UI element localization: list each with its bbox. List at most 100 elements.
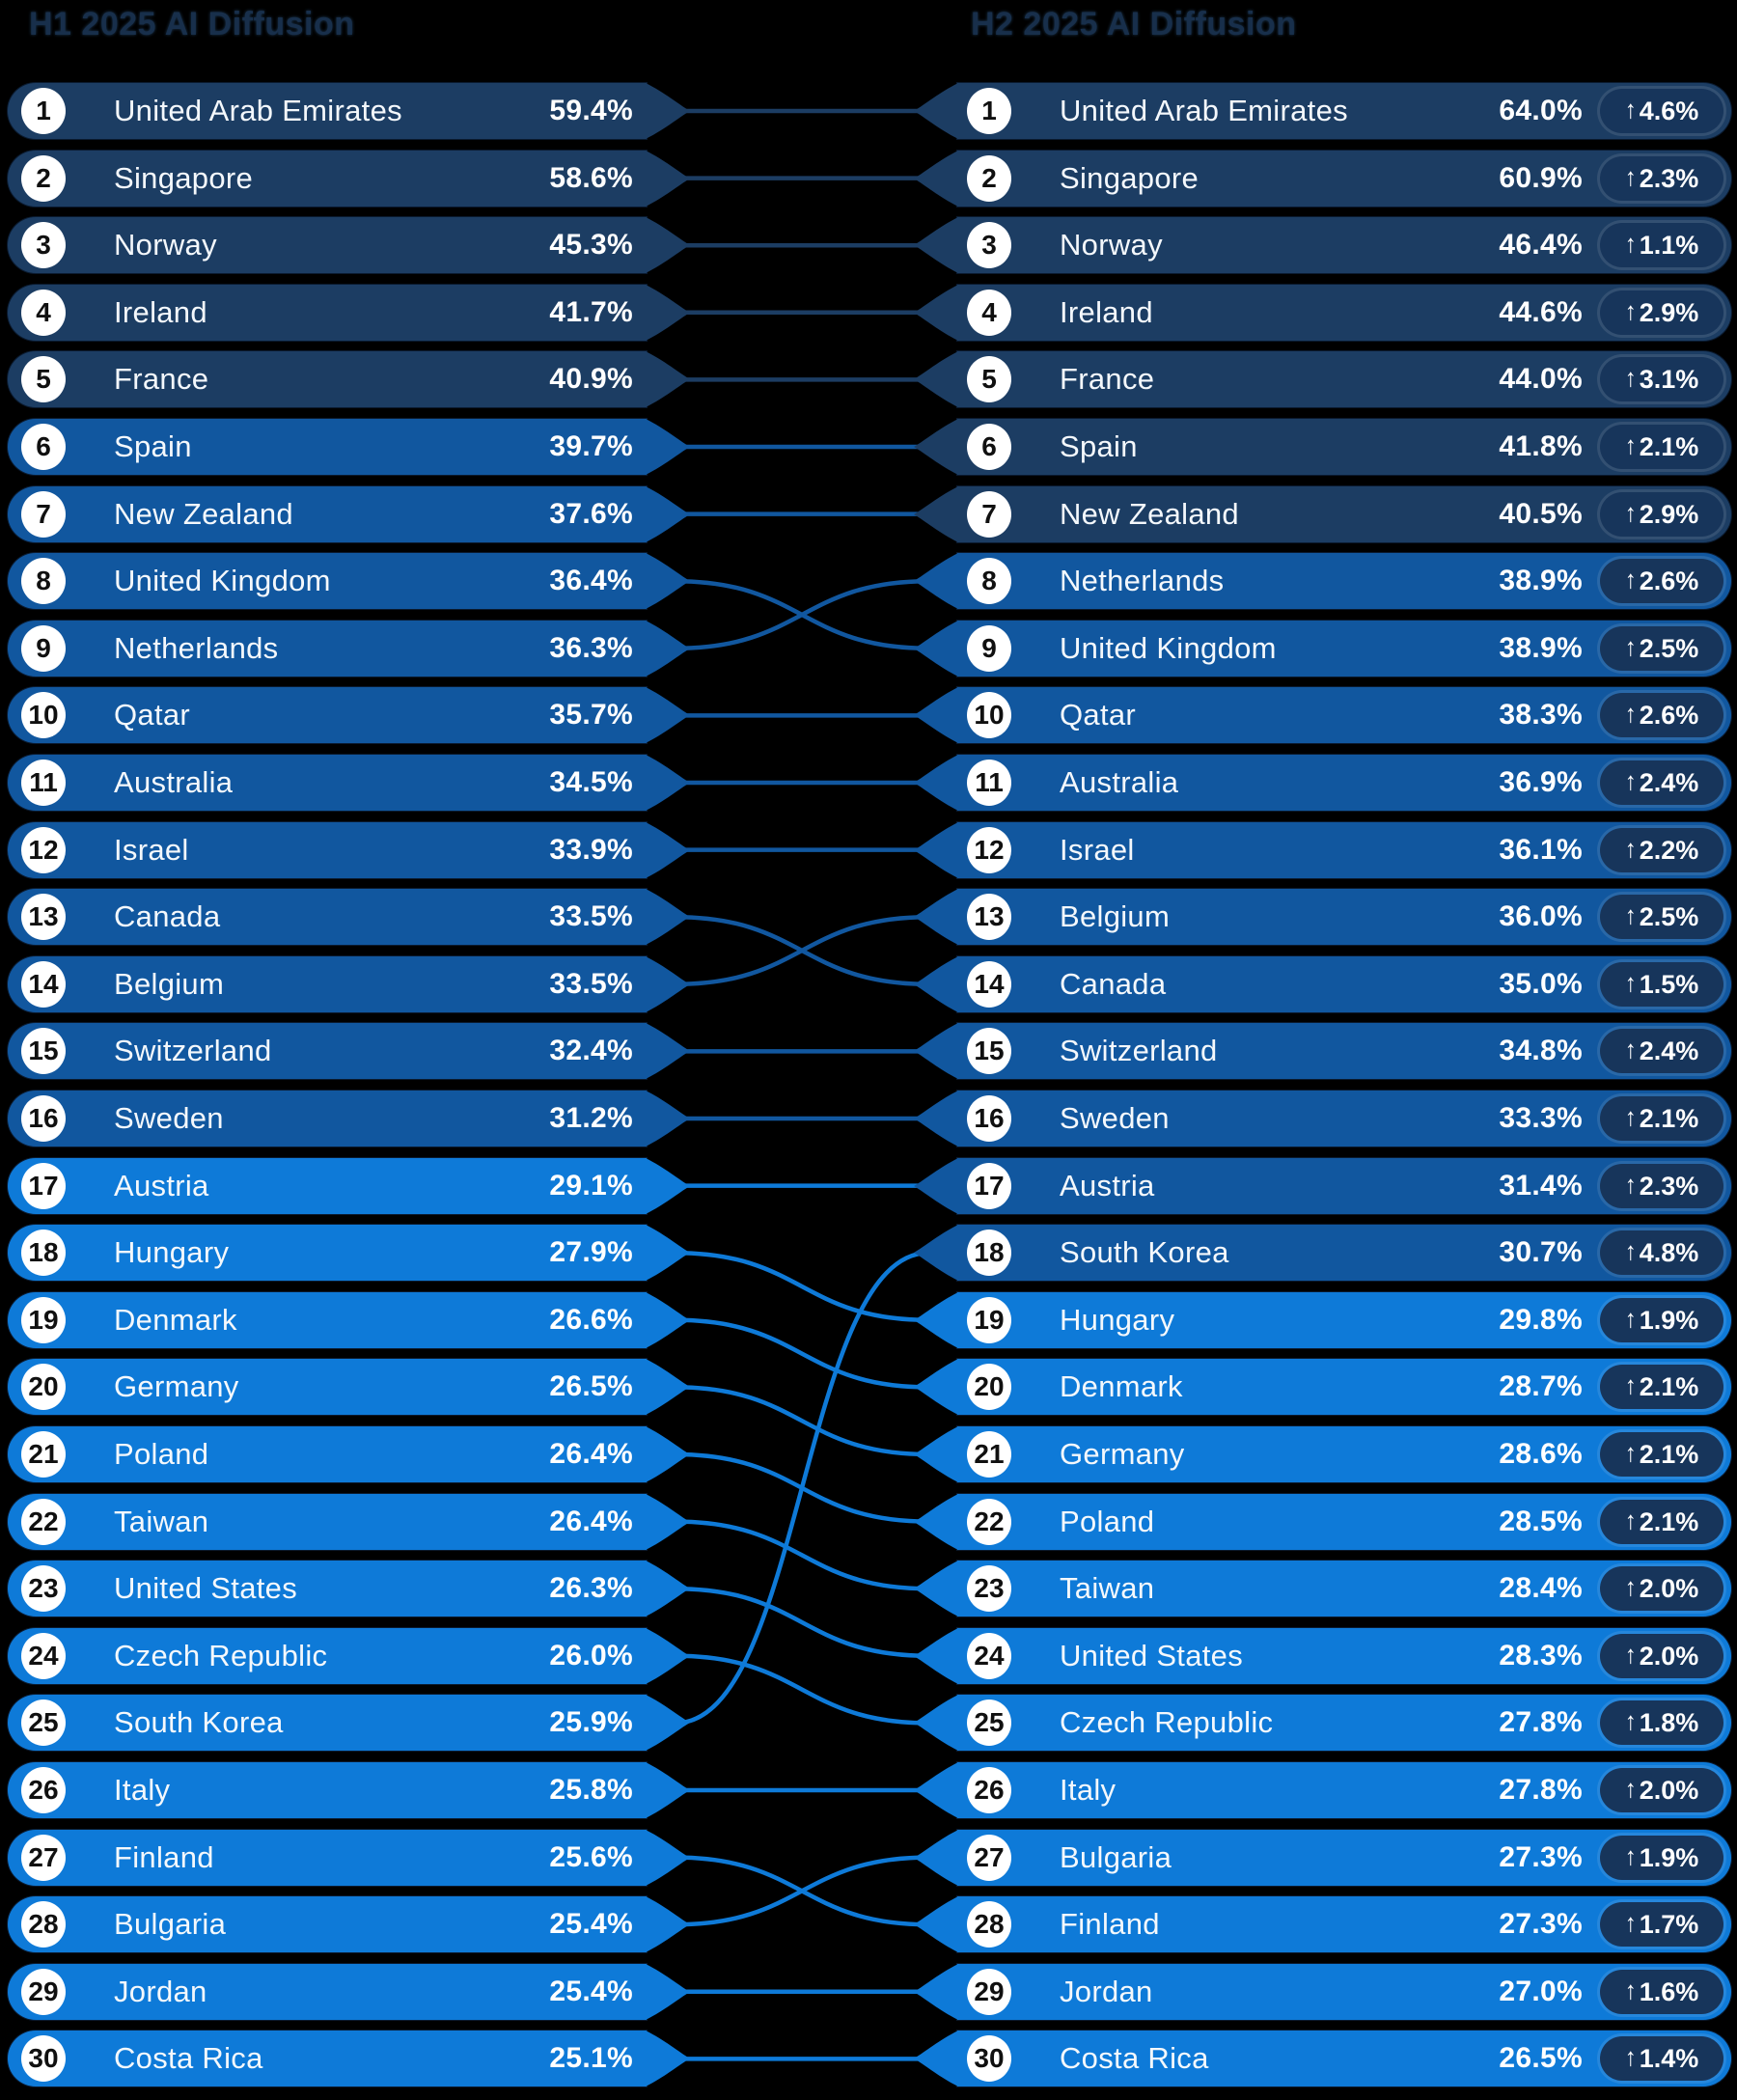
- value-label: 28.5%: [1499, 1506, 1583, 1538]
- country-label: Czech Republic: [114, 1639, 327, 1673]
- value-label: 26.5%: [549, 1370, 633, 1403]
- country-label: Jordan: [1060, 1975, 1153, 2009]
- rank-badge: 14: [21, 961, 66, 1008]
- rank-badge: 20: [967, 1364, 1011, 1410]
- country-label: United States: [1060, 1639, 1243, 1673]
- right-row-21: 21Germany28.6%↑2.1%: [957, 1426, 1731, 1482]
- pill-taper-tip: [646, 889, 690, 945]
- change-badge: ↑4.6%: [1600, 89, 1723, 133]
- country-label: Ireland: [114, 295, 207, 330]
- left-row-13: 13Canada33.5%: [8, 889, 647, 945]
- value-label: 37.6%: [549, 498, 633, 531]
- right-row-11: 11Australia36.9%↑2.4%: [957, 755, 1731, 811]
- rank-badge: 12: [21, 827, 66, 873]
- pill-taper-tip: [914, 1426, 958, 1482]
- pill-taper-tip: [914, 285, 958, 341]
- rank-badge: 5: [967, 356, 1011, 402]
- country-label: Austria: [1060, 1169, 1155, 1203]
- pill-taper-tip: [914, 1359, 958, 1415]
- rank-badge: 21: [967, 1431, 1011, 1478]
- country-label: France: [1060, 362, 1154, 397]
- rank-badge: 20: [21, 1364, 66, 1410]
- change-value-label: 2.6%: [1640, 566, 1699, 596]
- left-row-3: 3Norway45.3%: [8, 217, 647, 273]
- rank-badge: 19: [21, 1297, 66, 1343]
- right-row-17: 17Austria31.4%↑2.3%: [957, 1158, 1731, 1214]
- up-arrow-icon: ↑: [1625, 2044, 1637, 2074]
- rank-badge: 26: [21, 1767, 66, 1813]
- up-arrow-icon: ↑: [1625, 768, 1637, 798]
- value-label: 44.6%: [1499, 296, 1583, 329]
- country-label: South Korea: [114, 1705, 284, 1740]
- rank-badge: 6: [967, 424, 1011, 470]
- pill-taper-tip: [646, 1091, 690, 1147]
- value-label: 27.8%: [1499, 1706, 1583, 1739]
- value-label: 25.1%: [549, 2042, 633, 2075]
- change-badge: ↑2.3%: [1600, 1164, 1723, 1208]
- up-arrow-icon: ↑: [1625, 1574, 1637, 1604]
- country-label: Denmark: [1060, 1369, 1183, 1404]
- change-value-label: 2.2%: [1640, 836, 1699, 866]
- right-row-18: 18South Korea30.7%↑4.8%: [957, 1225, 1731, 1281]
- change-badge: ↑1.4%: [1600, 2036, 1723, 2081]
- right-row-23: 23Taiwan28.4%↑2.0%: [957, 1561, 1731, 1616]
- left-row-24: 24Czech Republic26.0%: [8, 1628, 647, 1684]
- rank-badge: 24: [21, 1633, 66, 1679]
- left-row-22: 22Taiwan26.4%: [8, 1494, 647, 1550]
- change-value-label: 2.3%: [1640, 1172, 1699, 1202]
- right-row-5: 5France44.0%↑3.1%: [957, 351, 1731, 407]
- change-value-label: 2.3%: [1640, 164, 1699, 194]
- pill-taper-tip: [914, 351, 958, 407]
- country-label: Bulgaria: [114, 1907, 226, 1942]
- connector-belgium: [676, 917, 928, 984]
- rank-badge: 3: [967, 222, 1011, 268]
- change-value-label: 1.9%: [1640, 1843, 1699, 1873]
- change-value-label: 1.4%: [1640, 2044, 1699, 2074]
- country-label: Sweden: [1060, 1101, 1170, 1136]
- change-value-label: 1.1%: [1640, 231, 1699, 261]
- pill-taper-tip: [646, 621, 690, 677]
- pill-taper-tip: [646, 285, 690, 341]
- rank-badge: 30: [967, 2035, 1011, 2082]
- change-value-label: 1.8%: [1640, 1708, 1699, 1738]
- left-row-11: 11Australia34.5%: [8, 755, 647, 811]
- rank-badge: 24: [967, 1633, 1011, 1679]
- value-label: 31.2%: [549, 1102, 633, 1135]
- value-label: 60.9%: [1499, 162, 1583, 195]
- value-label: 26.6%: [549, 1304, 633, 1337]
- pill-taper-tip: [914, 1292, 958, 1348]
- pill-taper-tip: [646, 1695, 690, 1751]
- pill-taper-tip: [646, 351, 690, 407]
- pill-taper-tip: [914, 419, 958, 475]
- country-label: United Kingdom: [1060, 631, 1277, 666]
- country-label: Qatar: [1060, 698, 1136, 732]
- ai-diffusion-bump-chart: H1 2025 AI Diffusion H2 2025 AI Diffusio…: [0, 0, 1737, 2100]
- rank-badge: 10: [21, 692, 66, 738]
- value-label: 25.4%: [549, 1976, 633, 2008]
- left-row-1: 1United Arab Emirates59.4%: [8, 83, 647, 139]
- country-label: Netherlands: [1060, 564, 1224, 598]
- country-label: Taiwan: [1060, 1571, 1154, 1606]
- left-row-25: 25South Korea25.9%: [8, 1695, 647, 1751]
- value-label: 34.8%: [1499, 1035, 1583, 1067]
- up-arrow-icon: ↑: [1625, 164, 1637, 194]
- country-label: Hungary: [114, 1235, 229, 1270]
- pill-taper-tip: [646, 151, 690, 207]
- rank-badge: 11: [967, 760, 1011, 806]
- connector-bulgaria: [676, 1858, 928, 1925]
- up-arrow-icon: ↑: [1625, 231, 1637, 261]
- left-row-14: 14Belgium33.5%: [8, 956, 647, 1012]
- up-arrow-icon: ↑: [1625, 97, 1637, 126]
- pill-taper-tip: [914, 1158, 958, 1214]
- right-row-12: 12Israel36.1%↑2.2%: [957, 822, 1731, 878]
- change-badge: ↑1.6%: [1600, 1970, 1723, 2014]
- pill-taper-tip: [646, 83, 690, 139]
- change-value-label: 4.6%: [1640, 97, 1699, 126]
- rank-badge: 1: [21, 88, 66, 134]
- rank-badge: 4: [967, 290, 1011, 336]
- pill-taper-tip: [646, 1964, 690, 2020]
- country-label: Belgium: [114, 967, 224, 1002]
- change-badge: ↑2.4%: [1600, 760, 1723, 805]
- country-label: Italy: [1060, 1773, 1116, 1808]
- value-label: 33.5%: [549, 900, 633, 933]
